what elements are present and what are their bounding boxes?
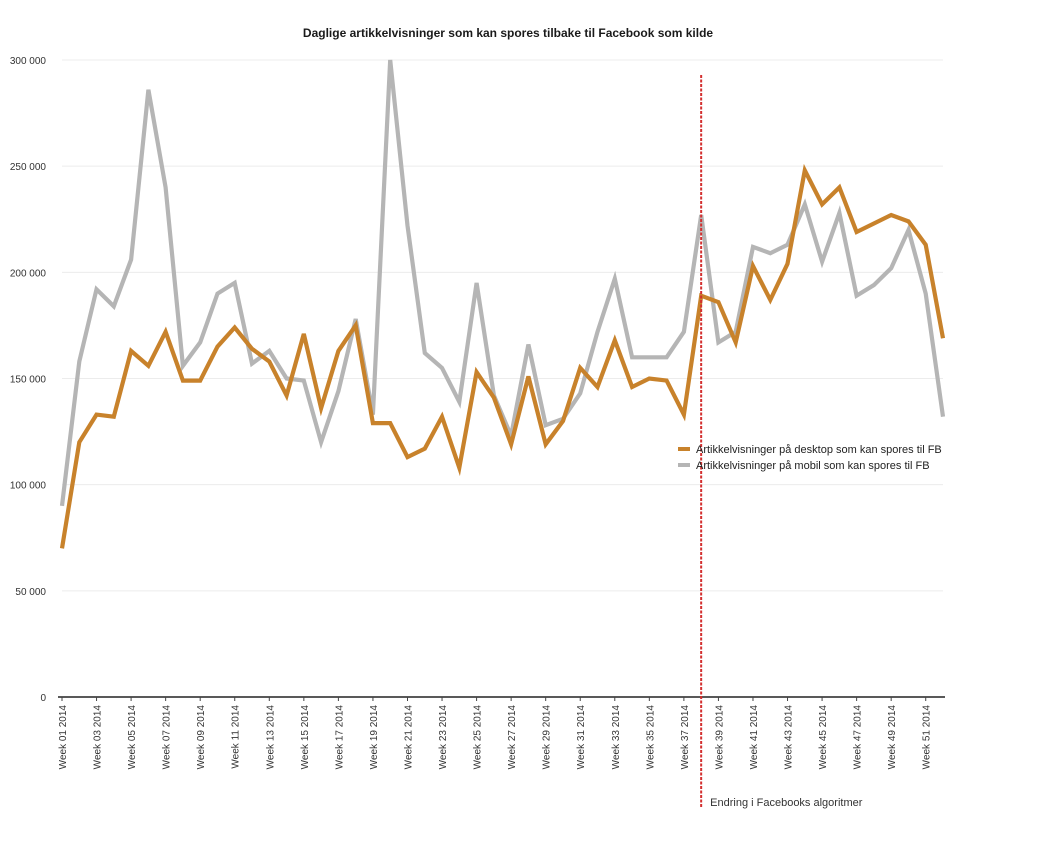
x-tick-label: Week 03 2014 — [93, 705, 104, 770]
x-tick-label: Week 07 2014 — [162, 705, 173, 770]
x-tick-label: Week 11 2014 — [231, 705, 242, 769]
x-tick-label: Week 13 2014 — [265, 705, 276, 770]
y-tick-label: 50 000 — [15, 587, 46, 598]
x-tick-label: Week 27 2014 — [507, 705, 518, 770]
x-tick-label: Week 19 2014 — [369, 705, 380, 770]
x-tick-label: Week 39 2014 — [714, 705, 725, 770]
x-tick-label: Week 35 2014 — [645, 705, 656, 770]
x-tick-label: Week 47 2014 — [853, 705, 864, 770]
legend-label-desktop: Artikkelvisninger på desktop som kan spo… — [696, 444, 942, 456]
y-tick-label: 150 000 — [10, 375, 47, 386]
x-tick-label: Week 41 2014 — [749, 705, 760, 770]
x-tick-label: Week 51 2014 — [922, 705, 933, 770]
annotation-label: Endring i Facebooks algoritmer — [710, 797, 863, 809]
x-tick-label: Week 31 2014 — [576, 705, 587, 770]
x-axis: Week 01 2014 Week 03 2014 Week 05 2014 Week… — [58, 696, 945, 770]
gridlines — [62, 59, 943, 592]
x-tick-label: Week 09 2014 — [196, 705, 207, 770]
y-tick-label: 100 000 — [10, 481, 47, 492]
x-tick-label: Week 17 2014 — [334, 705, 345, 770]
x-tick-label: Week 01 2014 — [58, 705, 69, 770]
series-line-desktop — [59, 163, 946, 549]
x-tick-label: Week 49 2014 — [887, 705, 898, 770]
x-tick-label: Week 37 2014 — [680, 705, 691, 770]
algorithm-change-annotation: Endring i Facebooks algoritmer — [700, 75, 863, 809]
x-tick-label: Week 05 2014 — [127, 705, 138, 770]
x-tick-label: Week 25 2014 — [473, 705, 484, 770]
series-line-mobile — [59, 59, 946, 507]
y-tick-label: 250 000 — [10, 162, 47, 173]
x-tick-label: Week 43 2014 — [784, 705, 795, 770]
chart-title: Daglige artikkelvisninger som kan spores… — [303, 26, 713, 40]
x-tick-label: Week 15 2014 — [300, 705, 311, 770]
legend: Artikkelvisninger på desktop som kan spo… — [678, 444, 942, 472]
x-tick-label: Week 29 2014 — [542, 705, 553, 770]
legend-label-mobile: Artikkelvisninger på mobil som kan spore… — [696, 460, 930, 472]
y-tick-label: 200 000 — [10, 268, 47, 279]
y-axis: 0 50 000 100 000 150 000 200 000 250 000 300 0… — [10, 56, 47, 704]
y-tick-label: 300 000 — [10, 56, 47, 67]
x-tick-label: Week 23 2014 — [438, 705, 449, 770]
x-tick-label: Week 45 2014 — [818, 705, 829, 770]
series-lines — [59, 59, 946, 549]
y-tick-label: 0 — [40, 693, 46, 704]
x-tick-label: Week 33 2014 — [611, 705, 622, 770]
x-tick-label: Week 21 2014 — [403, 705, 414, 770]
